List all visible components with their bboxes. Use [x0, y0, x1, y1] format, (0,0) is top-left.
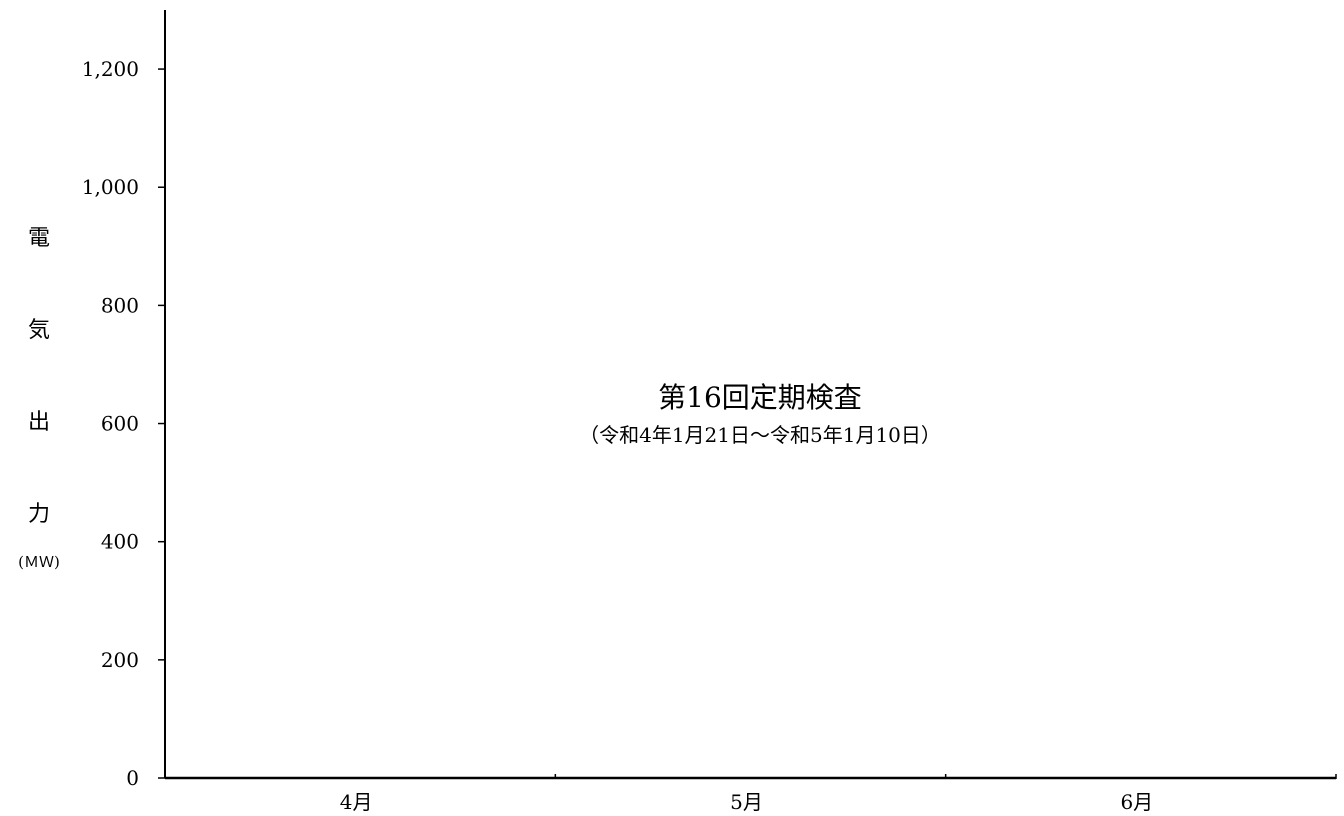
x-ticks: 4月 5月 6月 [340, 774, 1337, 814]
annotation-subtitle: （令和4年1月21日～令和5年1月10日） [579, 423, 941, 447]
y-axis-label-char: 力 [28, 502, 50, 527]
annotation-title: 第16回定期検査 [658, 381, 862, 414]
y-tick-label: 1,200 [82, 57, 139, 81]
y-axis-unit-label: (ＭＷ) [18, 553, 60, 571]
y-axis-label-char: 電 [28, 226, 50, 251]
y-tick-label: 400 [101, 530, 139, 554]
y-ticks: 0 200 400 600 800 1,000 1,200 [82, 57, 165, 790]
y-tick-label: 600 [101, 412, 139, 436]
y-tick-label: 800 [101, 293, 139, 317]
y-axis-label-char: 気 [28, 318, 50, 343]
x-tick-label: 5月 [730, 790, 763, 814]
y-axis-label-char: 出 [28, 410, 50, 435]
y-tick-label: 200 [101, 648, 139, 672]
x-tick-label: 6月 [1120, 790, 1153, 814]
y-tick-label: 1,000 [82, 175, 139, 199]
x-tick-label: 4月 [340, 790, 373, 814]
y-tick-label: 0 [126, 766, 139, 790]
